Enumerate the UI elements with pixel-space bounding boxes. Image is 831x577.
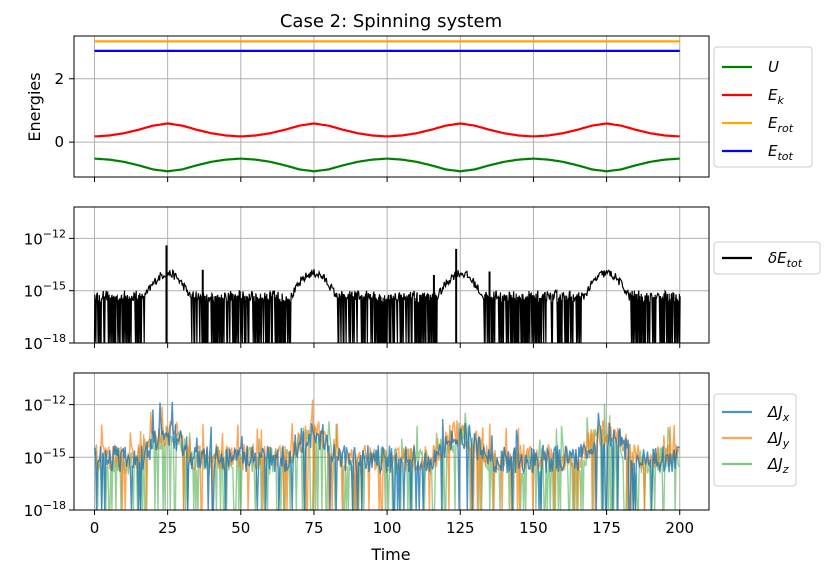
energy-error-panel: 10−18 10−15 10−12 δEtot [24, 206, 821, 353]
energies-grid [74, 36, 709, 177]
energy-error-legend: δEtot [713, 241, 821, 275]
energy-error-series [93, 245, 681, 344]
x-tick-label: 75 [304, 519, 323, 537]
x-tick-label: 0 [90, 519, 100, 537]
series-line [94, 122, 680, 138]
x-tick-label: 100 [373, 519, 402, 537]
y-tick-label: 2 [54, 70, 64, 88]
x-tick-label: 175 [592, 519, 621, 537]
legend-box [713, 46, 813, 168]
y-tick-label: 10−12 [24, 227, 66, 248]
energies-series [94, 40, 680, 173]
y-tick-label: 10−18 [24, 499, 66, 520]
x-axis-label: Time [370, 545, 410, 564]
legend-label: U [768, 58, 779, 76]
x-tick-label: 150 [519, 519, 548, 537]
momentum-error-y-ticks: 10−18 10−15 10−12 [24, 394, 74, 520]
energies-y-ticks: 02 [54, 70, 74, 151]
energy-error-frame [73, 206, 710, 344]
y-tick-label: 10−15 [24, 446, 66, 467]
y-tick-label: 10−12 [24, 394, 66, 415]
delta-j-x-line [93, 401, 680, 511]
energies-frame [73, 35, 710, 178]
energy-error-x-tickmarks [93, 343, 681, 348]
x-tick-label: 50 [231, 519, 250, 537]
y-tick-label: 10−18 [24, 332, 66, 353]
series-line [94, 157, 680, 173]
momentum-error-series [93, 399, 680, 511]
y-tick-label: 10−15 [24, 280, 66, 301]
momentum-error-frame [73, 372, 710, 511]
legend-box [713, 241, 821, 275]
x-tick-label: 25 [158, 519, 177, 537]
x-tick-label: 200 [665, 519, 694, 537]
energy-error-y-ticks: 10−18 10−15 10−12 [24, 227, 74, 353]
figure-title: Case 2: Spinning system [280, 11, 502, 32]
momentum-error-x-ticks: 0 25 50 75 100 125 150 175 200 [90, 510, 694, 537]
energies-x-tickmarks [93, 177, 681, 182]
x-tick-label: 125 [446, 519, 475, 537]
energies-ylabel: Energies [25, 72, 44, 141]
y-tick-label: 0 [54, 133, 64, 151]
delta-etot-line [93, 268, 681, 344]
momentum-error-panel: 10−18 10−15 10−12 0 25 50 75 100 125 150 175 200 T… [24, 372, 797, 564]
